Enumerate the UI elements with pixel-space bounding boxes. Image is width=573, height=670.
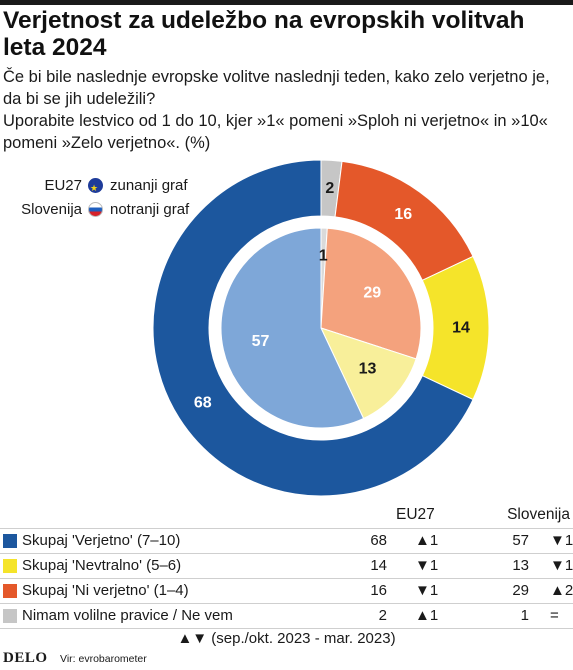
row-label: Skupaj 'Verjetno' (7–10)	[22, 532, 181, 549]
eu-flag-icon	[88, 176, 103, 200]
slovenija-change: ▲2	[550, 582, 573, 599]
donut-chart: 2 16 14 68 1 29 13 57	[152, 160, 490, 497]
table-row: Skupaj 'Nevtralno' (5–6) 14 ▼1 13 ▼1	[0, 553, 573, 578]
row-label: Skupaj 'Nevtralno' (5–6)	[22, 557, 182, 574]
table-row: Nimam volilne pravice / Ne vem 2 ▲1 1 =	[0, 603, 573, 629]
slovenija-value: 13	[512, 557, 529, 574]
slovenija-value: 1	[520, 607, 529, 624]
chart-title: Verjetnost za udeležbo na evropskih voli…	[3, 7, 525, 61]
data-table: EU27 Slovenija Skupaj 'Verjetno' (7–10) …	[0, 500, 573, 629]
slovenija-change: =	[550, 607, 559, 624]
slovenija-change: ▼1	[550, 532, 573, 549]
slovenija-value: 57	[512, 532, 529, 549]
slice-labels: 2 16 14 68 1 29 13 57	[194, 180, 470, 412]
chart-subtitle-question: Če bi bile naslednje evropske volitve na…	[3, 68, 550, 108]
slovenija-data-label: 1	[319, 248, 328, 265]
eu27-data-label: 14	[452, 320, 470, 337]
eu27-change: ▼1	[415, 557, 439, 574]
eu27-change: ▲1	[415, 607, 439, 624]
chart-subtitle-scale: Uporabite lestvico od 1 do 10, kjer »1« …	[3, 112, 548, 152]
legend-item-slovenija: Slovenija notranji graf	[0, 198, 220, 222]
chart-legend: EU27 zunanji graf Slovenija notranji gra…	[0, 174, 220, 222]
top-rule	[0, 0, 573, 5]
column-header-slovenija: Slovenija	[507, 506, 570, 523]
legend-name: Slovenija	[21, 201, 82, 218]
eu27-data-label: 16	[394, 206, 412, 223]
slovenia-flag-icon	[88, 202, 103, 217]
footer: DELO Vir: evrobarometer	[0, 650, 573, 670]
row-label: Skupaj 'Ni verjetno' (1–4)	[22, 582, 189, 599]
table-header: EU27 Slovenija	[0, 500, 573, 528]
eu27-data-label: 2	[325, 180, 334, 197]
outer-ring-eu27	[152, 160, 490, 497]
eu27-slice-skupaj-verjetno-7-10	[152, 160, 474, 497]
swatch-verjetno	[3, 534, 17, 548]
legend-text: notranji graf	[110, 201, 190, 218]
slovenija-data-label: 29	[363, 285, 381, 302]
slovenija-data-label: 13	[359, 361, 377, 378]
eu27-value: 68	[370, 532, 387, 549]
table-row: Skupaj 'Verjetno' (7–10) 68 ▲1 57 ▼1	[0, 528, 573, 553]
slovenija-change: ▼1	[550, 557, 573, 574]
source-text: Vir: evrobarometer	[60, 653, 147, 665]
inner-pie-slovenija	[220, 227, 422, 429]
eu27-data-label: 68	[194, 395, 212, 412]
slovenija-slice-skupaj-ni-verjetno-1-4	[320, 227, 422, 360]
slovenija-slice-skupaj-verjetno-7-10	[220, 227, 365, 429]
swatch-ni-verjetno	[3, 584, 17, 598]
eu27-value: 2	[378, 607, 387, 624]
slovenija-value: 29	[512, 582, 529, 599]
eu27-value: 14	[370, 557, 387, 574]
table-row: Skupaj 'Ni verjetno' (1–4) 16 ▼1 29 ▲2	[0, 578, 573, 603]
change-period-note: ▲▼ (sep./okt. 2023 - mar. 2023)	[177, 630, 396, 647]
eu27-change: ▼1	[415, 582, 439, 599]
legend-text: zunanji graf	[110, 177, 188, 194]
eu27-value: 16	[370, 582, 387, 599]
legend-item-eu27: EU27 zunanji graf	[0, 174, 220, 200]
slovenija-data-label: 57	[252, 333, 270, 350]
eu27-change: ▲1	[415, 532, 439, 549]
row-label: Nimam volilne pravice / Ne vem	[22, 607, 233, 624]
legend-name: EU27	[44, 177, 82, 194]
slovenija-slice-skupaj-nevtralno-5-6	[320, 327, 417, 420]
delo-logo: DELO	[3, 650, 48, 666]
swatch-ne-vem	[3, 609, 17, 623]
swatch-nevtralno	[3, 559, 17, 573]
column-header-eu27: EU27	[396, 506, 435, 523]
